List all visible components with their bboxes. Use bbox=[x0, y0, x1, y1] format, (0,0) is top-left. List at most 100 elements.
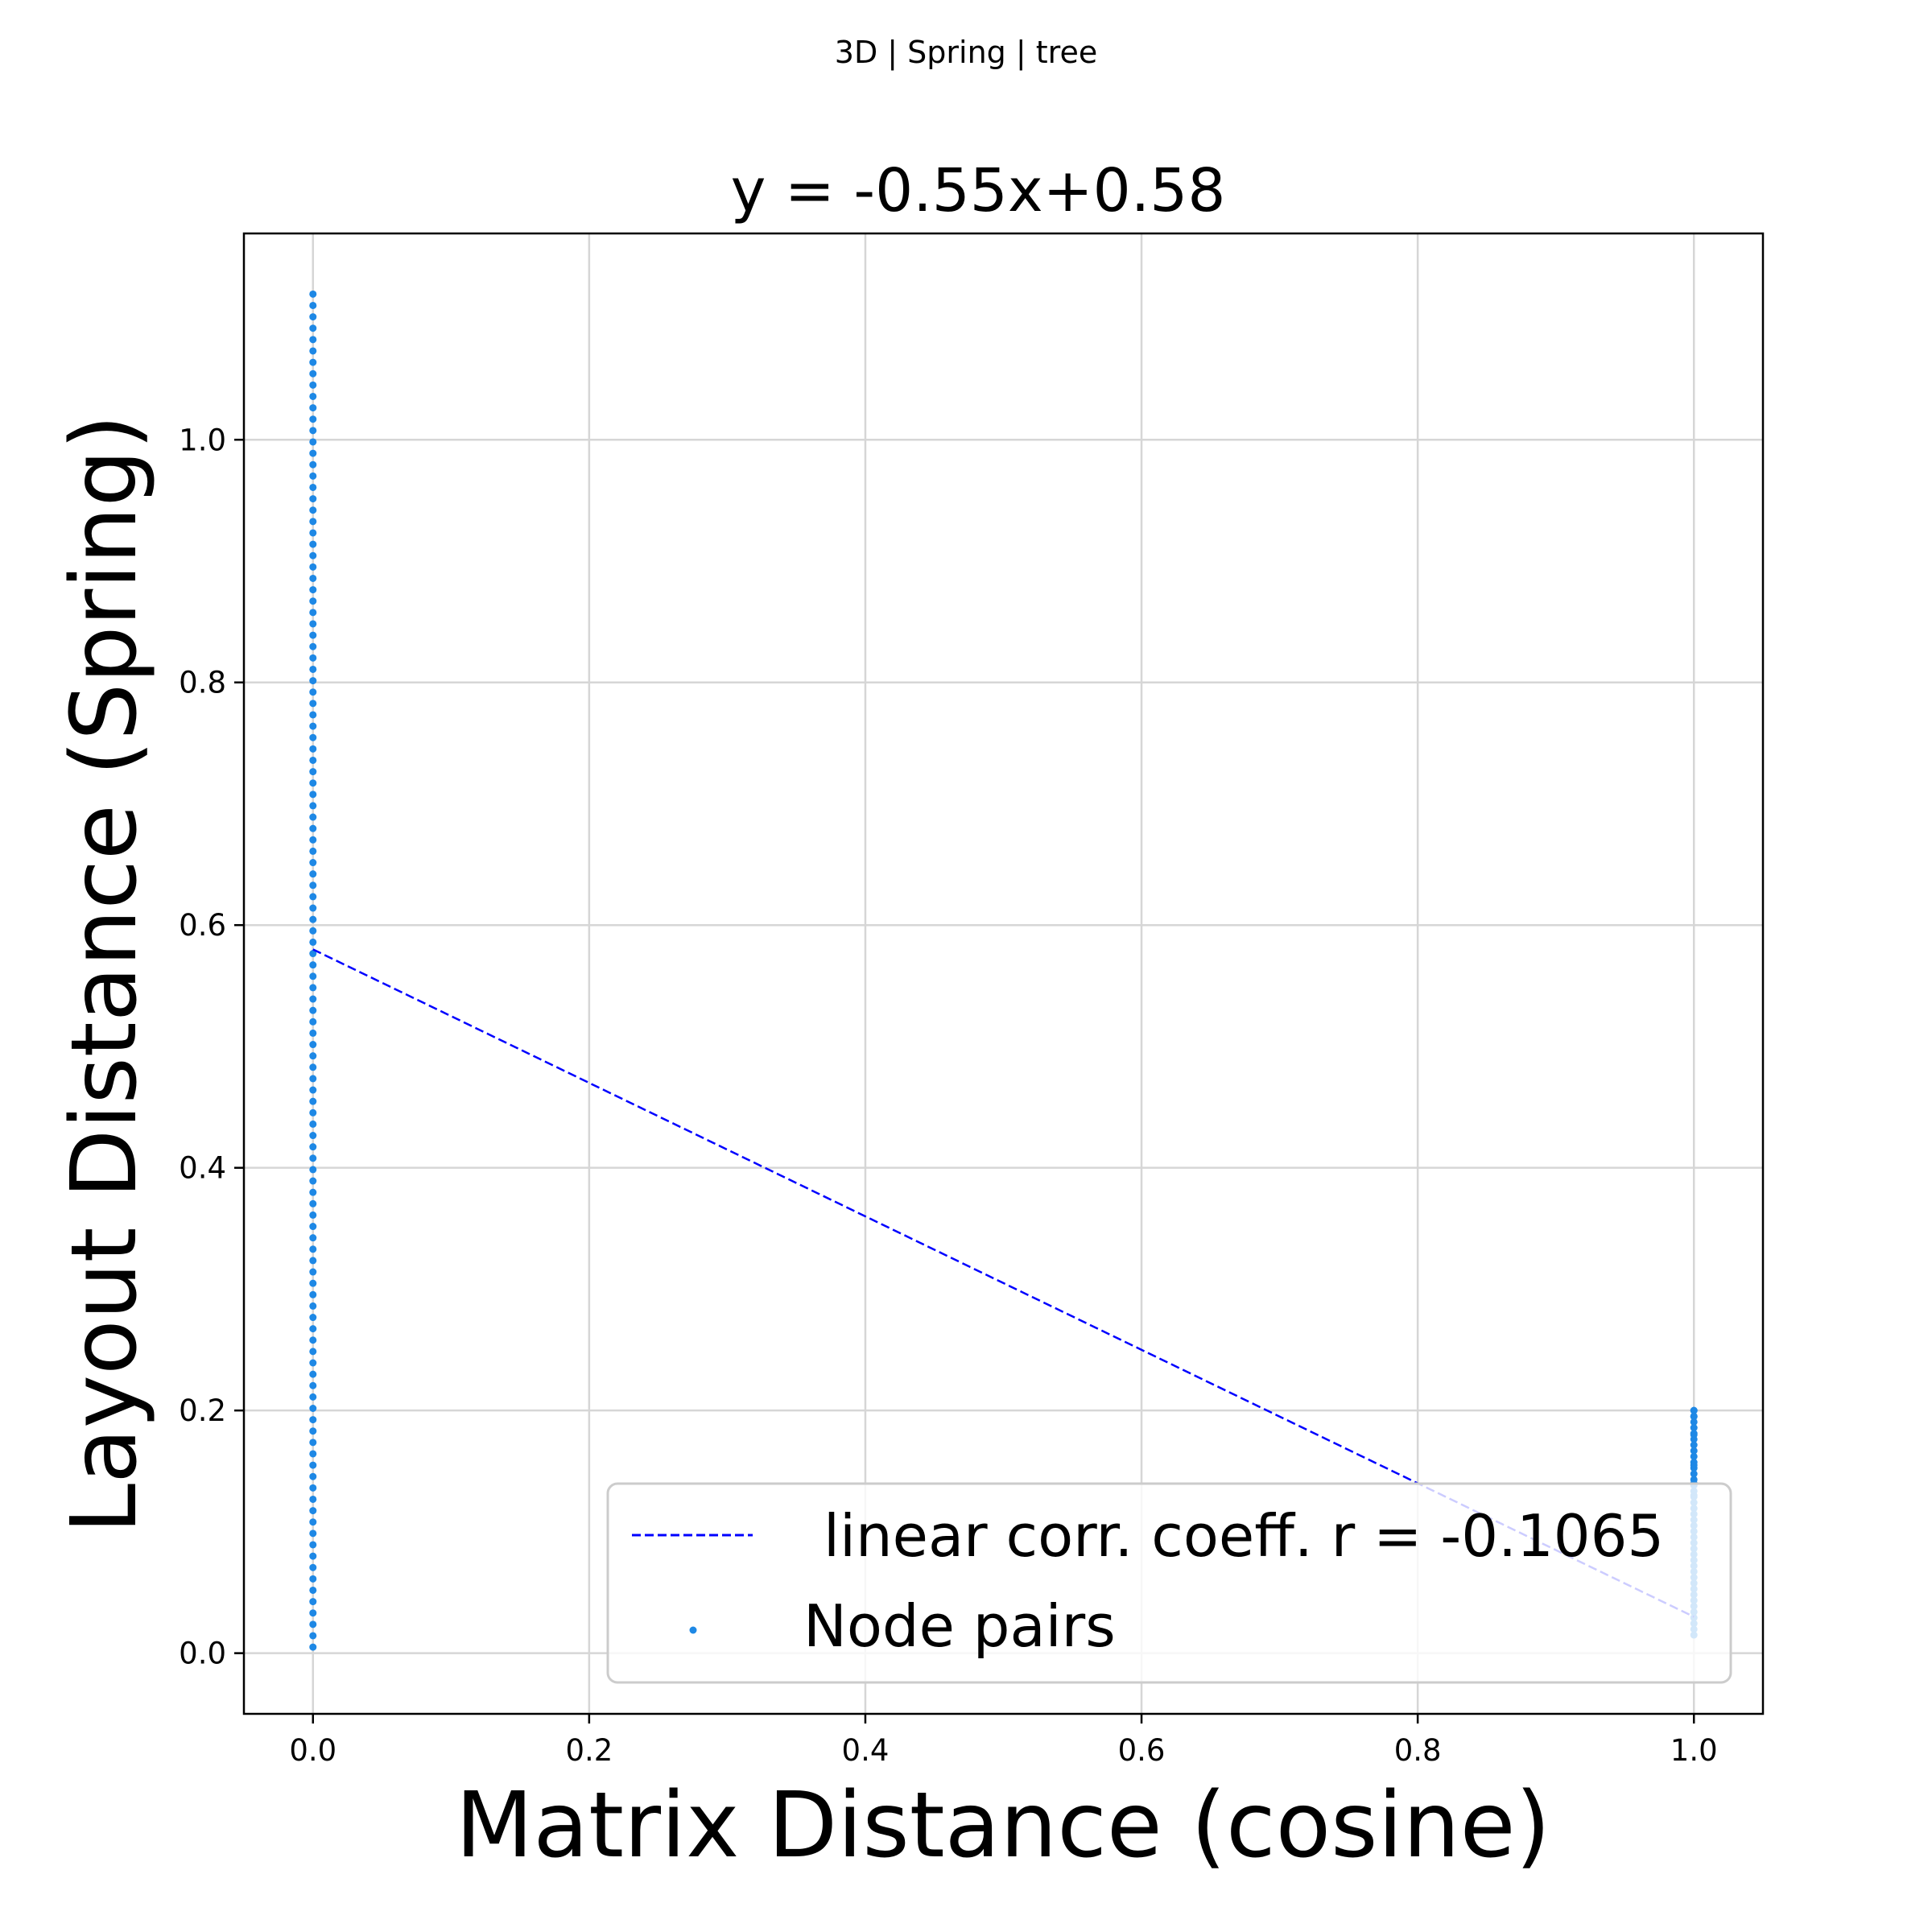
scatter-point bbox=[309, 1427, 317, 1435]
scatter-point bbox=[309, 995, 317, 1003]
scatter-point bbox=[309, 1643, 317, 1651]
scatter-point bbox=[309, 711, 317, 719]
legend-point-marker bbox=[689, 1626, 697, 1634]
scatter-point bbox=[309, 1472, 317, 1480]
scatter-point bbox=[309, 1416, 317, 1424]
scatter-point bbox=[309, 438, 317, 446]
scatter-point bbox=[309, 1348, 317, 1356]
scatter-point bbox=[309, 733, 317, 741]
scatter-point bbox=[309, 1325, 317, 1333]
scatter-point bbox=[309, 961, 317, 969]
scatter-point bbox=[309, 1234, 317, 1242]
scatter-point bbox=[309, 1097, 317, 1105]
scatter-point bbox=[309, 1507, 317, 1515]
x-tick-label: 0.6 bbox=[1118, 1733, 1166, 1768]
scatter-point bbox=[309, 665, 317, 673]
scatter-point bbox=[309, 984, 317, 992]
y-tick-label: 0.8 bbox=[179, 666, 226, 700]
scatter-point bbox=[309, 1257, 317, 1265]
scatter-point bbox=[309, 1052, 317, 1060]
scatter-point bbox=[309, 1530, 317, 1538]
scatter-point bbox=[1690, 1441, 1698, 1449]
scatter-point bbox=[309, 404, 317, 412]
scatter-point bbox=[309, 1041, 317, 1049]
scatter-point bbox=[309, 483, 317, 491]
scatter-point bbox=[309, 529, 317, 537]
scatter-point bbox=[309, 1120, 317, 1128]
y-tick-label: 0.0 bbox=[179, 1637, 226, 1671]
scatter-point bbox=[309, 1223, 317, 1231]
x-tick-label: 0.8 bbox=[1394, 1733, 1442, 1768]
y-tick-label: 0.2 bbox=[179, 1393, 226, 1428]
x-tick-label: 0.2 bbox=[565, 1733, 613, 1768]
scatter-point bbox=[309, 1336, 317, 1344]
figure-suptitle: 3D | Spring | tree bbox=[835, 35, 1097, 71]
scatter-point bbox=[309, 1177, 317, 1185]
scatter-point bbox=[309, 290, 317, 298]
scatter-point bbox=[309, 1029, 317, 1037]
scatter-point bbox=[309, 518, 317, 526]
scatter-point bbox=[309, 893, 317, 901]
y-ticks: 0.0 0.2 0.4 0.6 0.8 1.0 bbox=[179, 423, 244, 1671]
scatter-point bbox=[309, 1143, 317, 1151]
y-tick-label: 0.6 bbox=[179, 908, 226, 943]
scatter-point bbox=[309, 631, 317, 639]
scatter-point bbox=[309, 313, 317, 321]
x-tick-label: 0.0 bbox=[289, 1733, 336, 1768]
scatter-point bbox=[309, 1132, 317, 1140]
scatter-point bbox=[1690, 1430, 1698, 1439]
scatter-point bbox=[309, 1541, 317, 1549]
x-axis-label: Matrix Distance (cosine) bbox=[456, 1773, 1550, 1878]
scatter-point bbox=[309, 381, 317, 389]
scatter-point bbox=[309, 779, 317, 787]
scatter-point bbox=[309, 950, 317, 958]
scatter-point bbox=[309, 1370, 317, 1378]
scatter-point bbox=[309, 1211, 317, 1219]
scatter-point bbox=[309, 813, 317, 821]
scatter-point bbox=[309, 791, 317, 799]
x-ticks: 0.0 0.2 0.4 0.6 0.8 1.0 bbox=[289, 1714, 1718, 1768]
scatter-point bbox=[309, 1404, 317, 1412]
axes-title: y = -0.55x+0.58 bbox=[731, 156, 1226, 225]
axes-frame bbox=[242, 232, 1765, 1715]
scatter-point bbox=[1690, 1413, 1698, 1421]
scatter-point bbox=[309, 1586, 317, 1594]
scatter-point bbox=[309, 1166, 317, 1174]
scatter-point bbox=[1690, 1452, 1698, 1460]
scatter-point bbox=[309, 586, 317, 594]
scatter-point bbox=[309, 688, 317, 696]
scatter-point bbox=[309, 1393, 317, 1401]
scatter-point bbox=[309, 1245, 317, 1253]
scatter-point bbox=[309, 700, 317, 708]
scatter-point bbox=[309, 927, 317, 935]
x-tick-label: 1.0 bbox=[1670, 1733, 1718, 1768]
scatter-point bbox=[309, 609, 317, 617]
scatter-point bbox=[309, 1598, 317, 1606]
scatter-point bbox=[1690, 1470, 1698, 1478]
scatter-point bbox=[309, 1495, 317, 1503]
scatter-point bbox=[1690, 1447, 1698, 1455]
scatter-point bbox=[309, 1381, 317, 1389]
y-tick-label: 1.0 bbox=[179, 423, 226, 457]
scatter-point bbox=[309, 324, 317, 332]
scatter-point bbox=[309, 495, 317, 503]
scatter-point bbox=[309, 427, 317, 435]
scatter-point bbox=[309, 745, 317, 753]
scatter-point bbox=[309, 1314, 317, 1322]
scatter-point bbox=[309, 836, 317, 844]
scatter-point bbox=[309, 369, 317, 378]
scatter-point bbox=[309, 881, 317, 890]
scatter-point bbox=[309, 540, 317, 548]
scatter-point bbox=[309, 915, 317, 923]
scatter-point bbox=[309, 1302, 317, 1310]
scatter-point bbox=[309, 642, 317, 650]
scatter-point bbox=[1690, 1406, 1698, 1414]
scatter-point bbox=[309, 768, 317, 776]
scatter-point bbox=[309, 1279, 317, 1287]
legend-entry-node-pairs: Node pairs bbox=[803, 1592, 1116, 1660]
scatter-point bbox=[309, 574, 317, 582]
scatter-point bbox=[309, 415, 317, 423]
scatter-point bbox=[309, 1154, 317, 1162]
scatter-point bbox=[309, 1086, 317, 1094]
